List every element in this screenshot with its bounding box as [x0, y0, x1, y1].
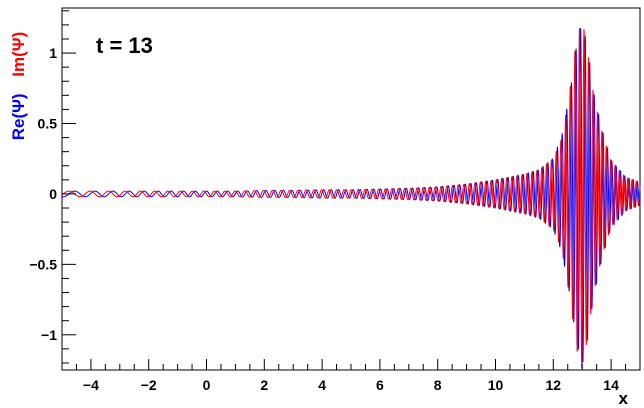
y-label-re: Re(Ψ) [9, 93, 28, 140]
y-tick-label: 1 [49, 45, 57, 61]
series-line-im [61, 27, 641, 369]
x-tick-label: 12 [546, 377, 562, 393]
x-tick-label: 4 [318, 377, 326, 393]
y-tick-label: 0.5 [38, 116, 58, 132]
x-axis-label: x [619, 389, 629, 408]
y-label-im: Im(Ψ) [9, 32, 28, 77]
y-tick-label: 0 [49, 186, 57, 202]
x-tick-label: −2 [141, 377, 157, 393]
x-tick-label: 2 [260, 377, 268, 393]
y-tick-label: −1 [41, 327, 57, 343]
x-tick-label: 10 [488, 377, 504, 393]
series-layer [61, 27, 641, 369]
time-annotation: t = 13 [96, 33, 153, 58]
axes-layer: −4 −2 0 2 4 6 8 10 12 14 −1 −0.5 0 0.5 1 [29, 10, 641, 393]
x-tick-label: 0 [203, 377, 211, 393]
x-tick-label: 6 [376, 377, 384, 393]
x-tick-label: 14 [603, 377, 619, 393]
y-axis-label: Re(Ψ) Im(Ψ) [9, 32, 28, 140]
x-tick-label: −4 [83, 377, 99, 393]
series-line-re [61, 27, 641, 363]
y-tick-label: −0.5 [29, 256, 57, 272]
x-tick-label: 8 [434, 377, 442, 393]
